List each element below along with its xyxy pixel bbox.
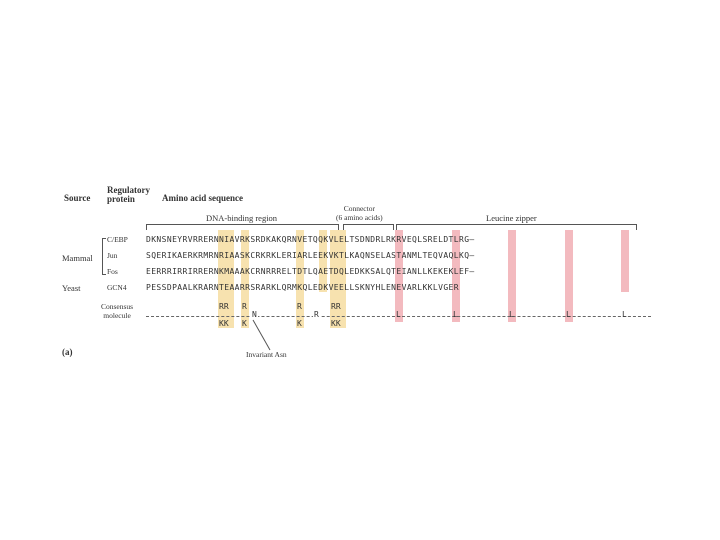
- amino-acid-sequence-header: Amino acid sequence: [162, 193, 243, 203]
- consensus-leucine-3: L: [509, 310, 514, 319]
- consensus-top-3: R: [297, 302, 302, 311]
- leucine-zipper-bracket: [396, 224, 636, 225]
- consensus-top-1: RR: [219, 302, 229, 311]
- source-yeast: Yeast: [62, 283, 81, 293]
- consensus-leucine-2: L: [453, 310, 458, 319]
- consensus-top-4: RR: [331, 302, 341, 311]
- highlight-basic-2: [241, 230, 249, 328]
- highlight-leucine-4: [565, 230, 573, 322]
- consensus-bottom-3: K: [297, 319, 302, 328]
- leucine-zipper-bracket-left: [396, 224, 397, 230]
- highlight-leucine-5: [621, 230, 629, 292]
- dna-binding-bracket-right: [338, 224, 339, 230]
- panel-label: (a): [62, 347, 73, 357]
- sequence-jun: SQERIKAERKRMRNRIAASKCRKRKLERIARLEEKVKTLK…: [146, 251, 475, 260]
- highlight-leucine-2: [452, 230, 460, 322]
- leucine-zipper-label: Leucine zipper: [486, 213, 537, 223]
- protein-fos: Fos: [107, 267, 118, 276]
- highlight-basic-3: [296, 230, 304, 328]
- protein-cebp: C/EBP: [107, 235, 128, 244]
- consensus-line: [146, 316, 651, 317]
- consensus-leucine-4: L: [566, 310, 571, 319]
- dna-binding-bracket-left: [146, 224, 147, 230]
- consensus-top-2: R: [242, 302, 247, 311]
- sequence-gcn4: PESSDPAALKRARNTEAARRSRARKLQRMKQLEDKVEELL…: [146, 283, 459, 292]
- dna-binding-region-label: DNA-binding region: [206, 213, 278, 223]
- highlight-basic-5: [330, 230, 346, 328]
- highlight-leucine-1: [395, 230, 403, 322]
- source-header: Source: [64, 193, 91, 203]
- leucine-zipper-bracket-right: [636, 224, 637, 230]
- protein-jun: Jun: [107, 251, 118, 260]
- sequence-cebp: DKNSNEYRVRRERNNIAVRKSRDKAKQRNVETQQKVLELT…: [146, 235, 475, 244]
- dna-binding-bracket: [146, 224, 338, 225]
- consensus-bottom-4: KK: [331, 319, 341, 328]
- source-mammal: Mammal: [62, 253, 93, 263]
- connector-label: Connector (6 amino acids): [336, 204, 383, 222]
- mammal-bracket: [102, 238, 103, 274]
- highlight-basic-1: [218, 230, 234, 328]
- consensus-mid-r: R: [313, 310, 320, 319]
- connector-bracket-left: [343, 224, 344, 230]
- sequence-fos: EERRRIRRIRRERNKMAAAKCRNRRRELTDTLQAETDQLE…: [146, 267, 475, 276]
- consensus-leucine-5: L: [622, 310, 627, 319]
- connector-label-text: Connector (6 amino acids): [336, 204, 383, 222]
- highlight-basic-4: [319, 230, 327, 292]
- consensus-bottom-2: K: [242, 319, 247, 328]
- consensus-leucine-1: L: [396, 310, 401, 319]
- consensus-bottom-1: KK: [219, 319, 229, 328]
- connector-bracket: [343, 224, 393, 225]
- consensus-mid-n: N: [251, 310, 258, 319]
- invariant-asn-pointer: [252, 319, 271, 351]
- connector-bracket-right: [393, 224, 394, 230]
- regulatory-protein-header: Regulatory protein: [107, 186, 150, 204]
- highlight-leucine-3: [508, 230, 516, 322]
- consensus-label-text: Consensus molecule: [101, 302, 134, 320]
- consensus-label: Consensus molecule: [101, 302, 133, 320]
- protein-gcn4: GCN4: [107, 283, 127, 292]
- mammal-bracket-top: [102, 238, 106, 239]
- invariant-asn-label: Invariant Asn: [246, 350, 287, 359]
- mammal-bracket-bottom: [102, 274, 106, 275]
- regulatory-protein-header-text: Regulatory protein: [107, 185, 150, 204]
